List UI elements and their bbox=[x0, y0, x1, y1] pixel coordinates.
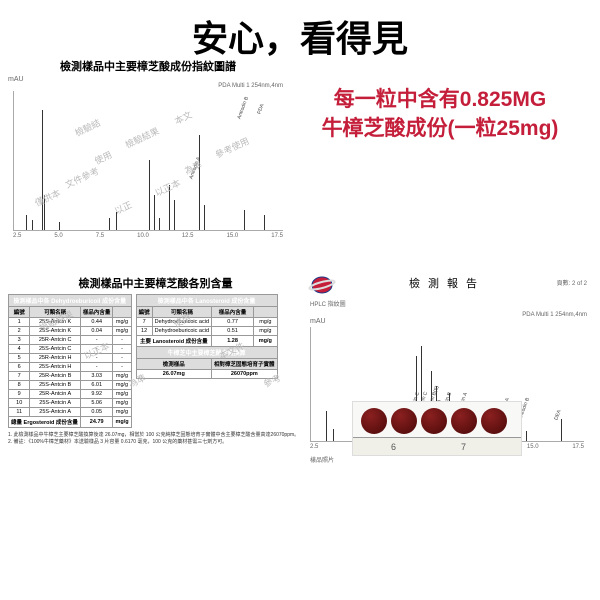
spectrum1: Antrodin AAntrodin BPDA僅供本文件參考使用檢驗結果以正本為… bbox=[13, 91, 283, 231]
page-number: 頁數: 2 of 2 bbox=[557, 278, 587, 287]
mau-label: mAU bbox=[8, 76, 288, 83]
pill bbox=[481, 408, 507, 434]
ruler: 6 7 bbox=[353, 437, 521, 455]
pill bbox=[391, 408, 417, 434]
hplc-label: HPLC 指紋圖 bbox=[310, 299, 592, 308]
pill bbox=[421, 408, 447, 434]
pda-label: PDA Multi 1 254nm,4nm bbox=[8, 83, 283, 89]
report-title: 檢測報告 bbox=[302, 275, 592, 291]
sample-photo: 6 7 bbox=[352, 401, 522, 456]
xaxis1: 2.55.07.510.012.515.017.5 bbox=[13, 233, 283, 239]
tables-container: 檢測樣品中各 Dehydroeburicoil 成份含量編號可類名稱樣品內含量1… bbox=[8, 294, 303, 428]
sample-photo-label: 樣品照片 bbox=[310, 455, 592, 464]
report-section: 檢測報告 頁數: 2 of 2 HPLC 指紋圖 PDA Multi 1 254… bbox=[302, 275, 592, 464]
fingerprint-chart: 檢測樣品中主要樟芝酸成份指紋圖譜 mAU PDA Multi 1 254nm,4… bbox=[8, 58, 288, 239]
table-title: 檢測樣品中主要樟芝酸各別含量 bbox=[8, 275, 303, 291]
mau-label2: mAU bbox=[310, 318, 592, 325]
pill bbox=[451, 408, 477, 434]
footnotes: 1. 此檢測樣品中牛樟芝主要樟芝酸換算後達 26.07mg，相當於 100 公克… bbox=[8, 432, 303, 445]
highlight-line1: 每一粒中含有0.825MG bbox=[295, 85, 585, 114]
globe-icon bbox=[307, 275, 337, 295]
ruler-7: 7 bbox=[461, 442, 466, 452]
content-table-section: 檢測樣品中主要樟芝酸各別含量 檢測樣品中各 Dehydroeburicoil 成… bbox=[8, 275, 303, 445]
main-title: 安心，看得見 bbox=[0, 0, 600, 67]
highlight-line2: 牛樟芝酸成份(一粒25mg) bbox=[295, 114, 585, 143]
pill bbox=[361, 408, 387, 434]
chart1-title: 檢測樣品中主要樟芝酸成份指紋圖譜 bbox=[8, 58, 288, 74]
ruler-6: 6 bbox=[391, 442, 396, 452]
highlight-text: 每一粒中含有0.825MG 牛樟芝酸成份(一粒25mg) bbox=[295, 85, 585, 144]
